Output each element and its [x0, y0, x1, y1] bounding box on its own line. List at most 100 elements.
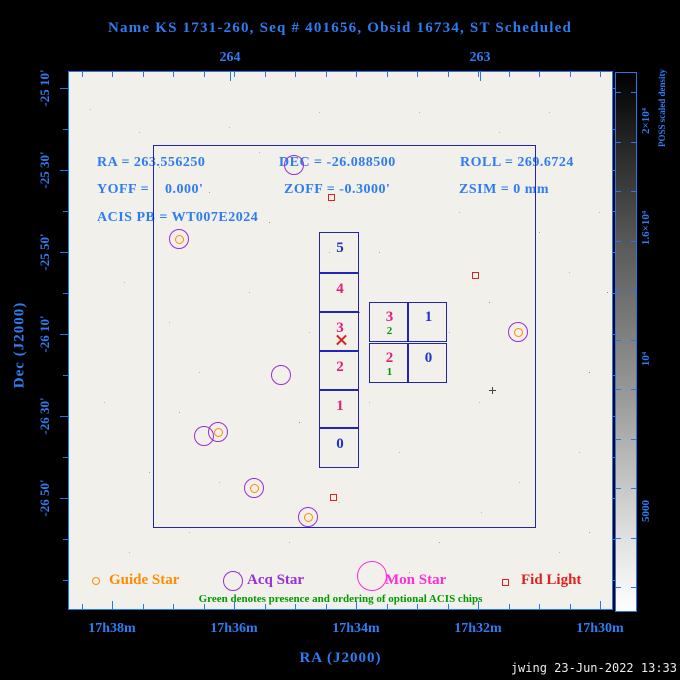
- legend-label: Fid Light: [521, 572, 582, 588]
- acis-s-chip-5: 5: [319, 232, 359, 273]
- x-minor-tick-top: [447, 72, 449, 77]
- x-major-tick: [112, 601, 113, 609]
- colorbar-tick-label: 5000: [640, 500, 652, 522]
- acq-star-marker: [208, 422, 228, 442]
- acis-s-chip-2: 2: [319, 351, 359, 390]
- x-minor-tick: [569, 604, 571, 609]
- top-tick-label: 263: [469, 50, 491, 65]
- field-star-cross: [492, 387, 493, 394]
- fid-light-marker: [329, 493, 337, 501]
- acis-s-chip-label-1: 1: [336, 398, 344, 414]
- y-tick-label: -26 10': [37, 315, 52, 353]
- field-of-view-outline: [153, 145, 536, 528]
- colorbar-tick-label: 2×10⁴: [640, 107, 652, 135]
- x-minor-tick-top: [142, 72, 144, 77]
- y-minor-tick: [63, 375, 68, 376]
- acis-i-chip-label-2: 2: [385, 350, 394, 366]
- legend-label: Acq Star: [247, 572, 305, 588]
- top-major-tick: [480, 72, 481, 81]
- info-line-2: YOFF = 0.000' ZOFF = -0.3000' ZSIM = 0 m…: [97, 155, 549, 235]
- acis-s-chip-0: 0: [319, 428, 359, 468]
- colorbar-tick-right: [631, 537, 636, 539]
- y-tick-label: -25 10': [37, 69, 52, 107]
- x-major-tick: [234, 601, 235, 609]
- legend-fid-light-icon: [501, 578, 509, 586]
- acis-s-chip-label-5: 5: [336, 240, 344, 256]
- y-tick-label: -25 50': [37, 233, 52, 271]
- colorbar-tick-left: [616, 339, 621, 341]
- acis-s-chip-label-4: 4: [336, 281, 344, 297]
- acq-star-marker: [271, 365, 291, 385]
- x-minor-tick-top: [295, 72, 296, 77]
- acq-star-marker: [244, 478, 264, 498]
- poss-density-colorbar: [615, 72, 637, 612]
- yoff-value: YOFF = 0.000': [97, 182, 204, 197]
- x-minor-tick-top: [600, 72, 601, 77]
- x-minor-tick-top: [569, 72, 571, 77]
- x-minor-tick-top: [112, 72, 113, 77]
- colorbar-tick-left: [616, 389, 621, 390]
- legend-label: Mon Star: [385, 572, 447, 588]
- x-minor-tick-top: [356, 72, 357, 77]
- render-timestamp: jwing 23-Jun-2022 13:33: [510, 661, 677, 675]
- colorbar-tick-left: [616, 587, 621, 588]
- colorbar-tick-left: [616, 290, 621, 291]
- y-minor-tick: [63, 129, 68, 130]
- colorbar-tick-right: [631, 290, 636, 291]
- colorbar-tick-right: [631, 438, 636, 440]
- roll-value: ROLL = 269.6724: [460, 155, 574, 170]
- acis-i-chip-label-1: 1: [424, 309, 433, 325]
- x-minor-tick: [417, 604, 418, 609]
- guide-star-marker: [249, 483, 259, 493]
- colorbar-tick-left: [616, 141, 621, 143]
- y-major-tick: [60, 88, 68, 89]
- guide-star-marker: [174, 234, 184, 244]
- x-minor-tick: [81, 604, 83, 609]
- top-tick-label: 264: [219, 50, 241, 65]
- zsim-value: ZSIM = 0 mm: [459, 182, 550, 197]
- legend-mon-star-icon: [357, 561, 387, 591]
- y-major-tick: [60, 334, 68, 335]
- acq-star-marker: [284, 155, 304, 175]
- x-tick-label: 17h30m: [576, 621, 624, 636]
- y-tick-label: -25 30': [37, 151, 52, 189]
- y-tick-label: -26 50': [37, 479, 52, 517]
- acis-s-chip-3: 3: [319, 312, 359, 351]
- colorbar-tick-right: [631, 389, 636, 390]
- guide-star-marker: [513, 327, 523, 337]
- x-major-tick: [478, 601, 479, 609]
- y-minor-tick: [63, 293, 68, 294]
- y-major-tick: [60, 416, 68, 417]
- colorbar-tick-label: 1.6×10⁴: [640, 210, 652, 246]
- colorbar-tick-left: [616, 191, 621, 192]
- x-minor-tick-top: [264, 72, 266, 77]
- acis-i-chip-opt-label-1: 1: [386, 366, 393, 378]
- x-minor-tick-top: [81, 72, 83, 77]
- x-minor-tick: [203, 604, 205, 609]
- y-tick-label: -26 30': [37, 397, 52, 435]
- colorbar-tick-right: [631, 488, 636, 489]
- y-major-tick: [60, 498, 68, 499]
- x-minor-tick-top: [539, 72, 540, 77]
- x-minor-tick: [173, 604, 174, 609]
- y-major-tick: [60, 170, 68, 171]
- colorbar-tick-label: 10⁴: [640, 351, 652, 367]
- acis-i-chip-opt-label-2: 2: [386, 325, 393, 337]
- y-axis-title: Dec (J2000): [11, 301, 28, 389]
- legend-label: Guide Star: [109, 572, 180, 588]
- x-major-tick: [356, 601, 357, 609]
- x-minor-tick: [325, 604, 327, 609]
- x-minor-tick: [508, 604, 510, 609]
- plot-area: RA = 263.556250 DEC = -26.088500 ROLL = …: [68, 71, 613, 610]
- x-minor-tick-top: [386, 72, 388, 77]
- acis-s-chip-label-3: 3: [336, 320, 344, 336]
- x-minor-tick: [447, 604, 449, 609]
- x-minor-tick-top: [234, 72, 235, 77]
- acis-chips-note: Green denotes presence and ordering of o…: [198, 593, 483, 605]
- x-minor-tick: [142, 604, 144, 609]
- colorbar-tick-left: [616, 240, 621, 242]
- legend-guide-star-icon: [92, 577, 100, 585]
